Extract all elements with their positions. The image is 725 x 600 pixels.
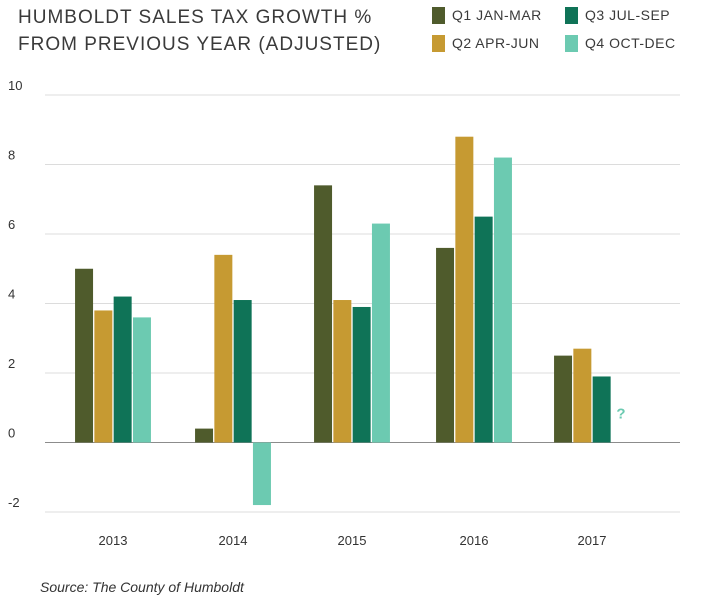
bar-2014-q3 (233, 300, 252, 443)
bar-2015-q1 (314, 185, 333, 443)
bar-2013-q4 (132, 317, 151, 443)
bar-2017-q2 (573, 348, 592, 443)
legend-swatch-q1 (432, 6, 445, 24)
legend-item-q2: Q2 APR-JUN (432, 33, 539, 53)
y-tick-label: 2 (8, 356, 15, 371)
bar-2015-q2 (333, 300, 352, 443)
legend-item-q1: Q1 JAN-MAR (432, 5, 542, 25)
x-tick-label: 2017 (578, 533, 607, 548)
bar-2013-q2 (94, 310, 113, 443)
bar-2016-q1 (436, 247, 455, 443)
bar-2016-q3 (474, 216, 493, 443)
x-tick-label: 2013 (99, 533, 128, 548)
y-tick-label: 0 (8, 426, 15, 441)
legend-swatch-q2 (432, 34, 445, 52)
legend-swatch-q4 (565, 34, 578, 52)
y-tick-label: 6 (8, 217, 15, 232)
y-tick-label: 4 (8, 287, 15, 302)
source-note: Source: The County of Humboldt (40, 579, 244, 595)
chart-title: HUMBOLDT SALES TAX GROWTH % FROM PREVIOU… (18, 4, 408, 58)
missing-value-marker: ? (616, 406, 625, 423)
x-tick-label: 2016 (460, 533, 489, 548)
bar-2016-q4 (493, 157, 512, 443)
legend-label-q4: Q4 OCT-DEC (585, 35, 676, 51)
x-tick-label: 2015 (338, 533, 367, 548)
legend-label-q1: Q1 JAN-MAR (452, 7, 542, 23)
bar-2014-q2 (214, 254, 233, 443)
bar-2013-q3 (113, 296, 132, 443)
y-tick-label: -2 (8, 495, 20, 510)
legend-item-q3: Q3 JUL-SEP (565, 5, 670, 25)
legend-label-q3: Q3 JUL-SEP (585, 7, 671, 23)
legend-swatch-q3 (565, 6, 578, 24)
bar-2015-q3 (352, 306, 371, 443)
bar-2014-q4 (252, 442, 271, 506)
bar-2017-q1 (554, 355, 573, 443)
bar-2016-q2 (455, 136, 474, 443)
legend-item-q4: Q4 OCT-DEC (565, 33, 676, 53)
chart-title-line-1: HUMBOLDT SALES TAX GROWTH % (18, 7, 373, 28)
chart-title-line-2: FROM PREVIOUS YEAR (ADJUSTED) (18, 34, 382, 55)
y-tick-label: 8 (8, 148, 15, 163)
bar-2014-q1 (195, 428, 214, 443)
legend-label-q2: Q2 APR-JUN (452, 35, 540, 51)
bar-2017-q3 (592, 376, 611, 443)
x-tick-label: 2014 (219, 533, 248, 548)
y-tick-label: 10 (8, 78, 22, 93)
bar-2015-q4 (371, 223, 390, 443)
bar-2013-q1 (75, 268, 94, 443)
